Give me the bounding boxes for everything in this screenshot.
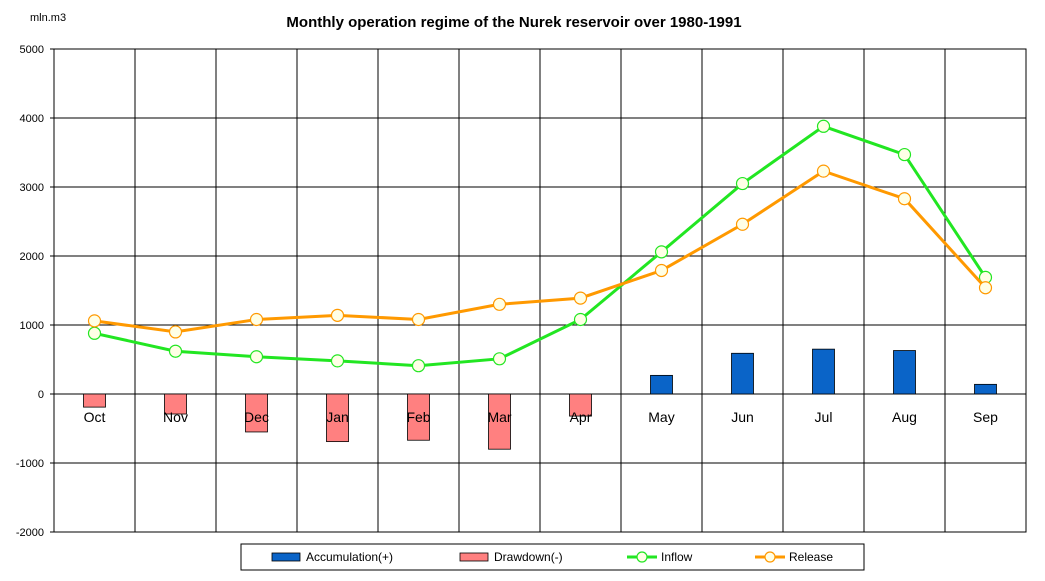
bar-accumulation <box>650 374 673 395</box>
bar-drawdown <box>407 393 430 441</box>
point-release <box>816 164 831 178</box>
y-tick-label: 4000 <box>20 113 44 125</box>
legend: Accumulation(+) Drawdown(-) Inflow Release <box>240 543 865 571</box>
bar-drawdown <box>83 393 106 408</box>
bar-drawdown <box>164 393 187 415</box>
y-tick-label: 2000 <box>20 251 44 263</box>
bar-drawdown <box>326 393 349 443</box>
bar-accumulation <box>893 350 916 395</box>
legend-label: Accumulation(+) <box>306 550 393 564</box>
point-inflow <box>816 119 831 133</box>
point-release <box>330 308 345 322</box>
point-release <box>978 281 993 295</box>
x-tick-label: May <box>648 409 674 425</box>
legend-swatch <box>459 552 489 562</box>
chart-title: Monthly operation regime of the Nurek re… <box>286 14 741 31</box>
bar-accumulation <box>974 383 997 395</box>
point-release <box>168 325 183 339</box>
point-release <box>411 312 426 327</box>
legend-marker <box>764 551 776 563</box>
x-tick-label: Apr <box>570 409 592 425</box>
x-tick-label: Oct <box>84 409 106 425</box>
unit-label: mln.m3 <box>30 12 66 24</box>
point-inflow <box>735 176 750 191</box>
point-inflow <box>492 352 507 366</box>
y-tick-label: -1000 <box>16 458 44 470</box>
legend-label: Drawdown(-) <box>494 550 563 564</box>
point-release <box>735 217 750 231</box>
point-inflow <box>573 312 588 327</box>
legend-marker <box>636 551 648 563</box>
legend-swatch <box>271 552 301 562</box>
y-tick-label: 5000 <box>20 44 44 56</box>
bar-accumulation <box>812 348 835 395</box>
bar-drawdown <box>488 393 511 450</box>
x-tick-label: Dec <box>244 409 269 425</box>
point-release <box>897 192 912 206</box>
y-tick-label: 0 <box>38 389 44 401</box>
point-inflow <box>249 350 264 364</box>
bar-drawdown <box>245 393 268 433</box>
point-inflow <box>330 354 345 368</box>
legend-label: Release <box>789 550 833 564</box>
point-release <box>249 312 264 327</box>
y-tick-label: -2000 <box>16 527 44 539</box>
y-tick-label: 3000 <box>20 182 44 194</box>
point-release <box>573 291 588 305</box>
x-tick-label: Jul <box>815 409 833 425</box>
plot-area: -2000 -1000 0 1000 2000 3000 4000 5000 Oct Nov Dec… <box>16 44 1027 539</box>
point-inflow <box>87 326 102 340</box>
legend-label: Inflow <box>661 550 693 564</box>
x-tick-label: Nov <box>163 409 188 425</box>
x-tick-label: Feb <box>406 409 430 425</box>
bar-drawdown <box>569 393 592 417</box>
x-tick-label: Sep <box>973 409 998 425</box>
point-release <box>87 314 102 328</box>
y-tick-label: 1000 <box>20 320 44 332</box>
point-inflow <box>897 147 912 162</box>
point-inflow <box>654 245 669 259</box>
series-line-inflow <box>94 124 987 368</box>
x-tick-label: Aug <box>892 409 917 425</box>
x-tick-label: Mar <box>487 409 511 425</box>
point-release <box>654 263 669 278</box>
point-inflow <box>168 344 183 358</box>
series-line-release <box>94 169 987 334</box>
point-release <box>492 297 507 311</box>
point-inflow <box>411 359 426 373</box>
x-tick-label: Jun <box>731 409 754 425</box>
x-tick-label: Jan <box>326 409 349 425</box>
bar-accumulation <box>731 352 754 395</box>
